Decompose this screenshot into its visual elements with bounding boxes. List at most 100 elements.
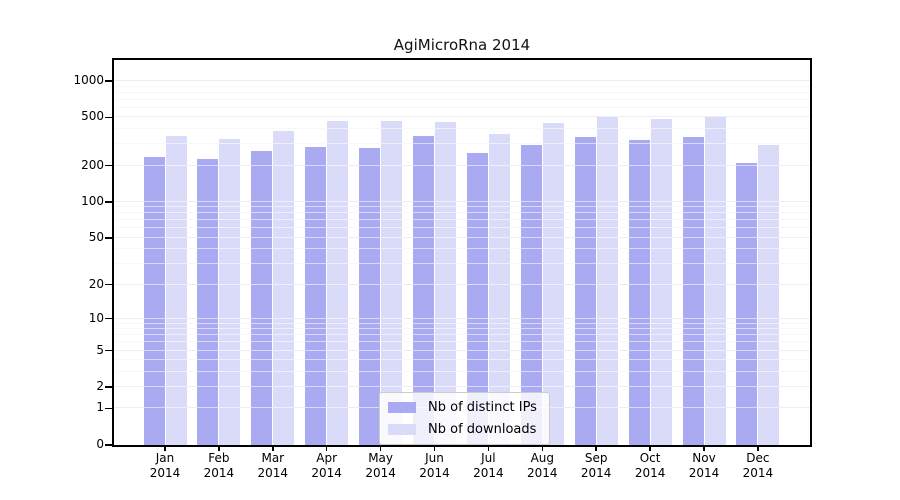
gridline-overlay — [114, 386, 810, 388]
x-tick-label: Jan 2014 — [149, 451, 181, 480]
x-tick-label: Apr 2014 — [311, 451, 342, 480]
y-tick-mark — [105, 317, 112, 320]
bar-downloads-jul — [488, 134, 510, 445]
y-tick-mark — [105, 116, 112, 119]
y-tick-mark — [105, 444, 112, 446]
y-tick-label: 500 — [81, 109, 104, 124]
gridline-overlay — [114, 227, 810, 229]
bar-distinct-ips-jan — [143, 157, 165, 445]
bar-downloads-apr — [327, 121, 349, 445]
x-tick-label: Aug 2014 — [527, 451, 558, 480]
y-tick-label: 50 — [88, 229, 104, 244]
bar-downloads-mar — [273, 131, 295, 445]
y-tick-label: 10 — [88, 310, 104, 325]
y-tick-mark — [105, 164, 112, 167]
x-tick-mark — [325, 445, 328, 451]
x-tick-mark — [595, 445, 597, 451]
bar-distinct-ips-jul — [466, 153, 488, 445]
bar-downloads-sep — [596, 115, 618, 445]
gridline-overlay — [114, 143, 810, 145]
gridline-overlay — [114, 128, 810, 130]
gridline-overlay — [114, 236, 810, 238]
bar-distinct-ips-oct — [628, 140, 650, 445]
gridline-overlay — [114, 98, 810, 100]
gridline-overlay — [114, 219, 810, 221]
x-tick-mark — [218, 445, 220, 451]
bar-distinct-ips-apr — [305, 146, 327, 445]
x-tick-mark — [272, 445, 274, 451]
gridline-overlay — [114, 370, 810, 372]
x-tick-mark — [703, 445, 705, 451]
gridline-overlay — [114, 106, 810, 108]
gridlines-over — [114, 60, 810, 445]
y-axis-labels: 1000 500 200 100 50 20 10 5 2 1 0 — [0, 0, 104, 500]
x-tick-mark — [164, 445, 166, 451]
y-tick-mark — [105, 237, 112, 239]
bar-downloads-oct — [650, 119, 672, 445]
y-tick-label: 5 — [96, 342, 104, 357]
y-tick-mark — [105, 349, 112, 352]
legend: Nb of distinct IPs Nb of downloads — [379, 392, 550, 445]
y-tick-label: 1000 — [73, 72, 104, 87]
gridline-overlay — [114, 359, 810, 361]
x-tick-mark — [649, 445, 651, 451]
x-tick-label: Sep 2014 — [580, 451, 612, 480]
gridline-overlay — [114, 341, 810, 343]
gridline-overlay — [114, 334, 810, 336]
x-tick-label: Dec 2014 — [742, 451, 774, 480]
x-tick-mark — [541, 445, 544, 451]
gridline-overlay — [114, 263, 810, 265]
y-tick-mark — [105, 201, 112, 203]
gridline-overlay — [114, 85, 810, 87]
x-tick-mark — [757, 445, 759, 451]
chart-title: AgiMicroRna 2014 — [393, 36, 531, 54]
x-tick-label: Oct 2014 — [634, 451, 666, 480]
y-tick-label: 1 — [96, 400, 104, 415]
x-tick-label: May 2014 — [365, 451, 396, 480]
y-tick-mark — [105, 407, 112, 410]
y-tick-label: 20 — [88, 276, 104, 291]
x-tick-label: Jul 2014 — [473, 451, 504, 480]
bar-distinct-ips-may — [359, 147, 381, 445]
y-tick-mark — [105, 80, 112, 82]
y-tick-mark — [105, 283, 112, 286]
legend-swatch-distinct-ips — [388, 402, 416, 413]
legend-label-downloads: Nb of downloads — [428, 422, 537, 437]
gridline-overlay — [114, 206, 810, 208]
gridline-overlay — [114, 91, 810, 93]
y-tick-label: 100 — [81, 193, 104, 208]
gridline-overlay — [114, 80, 810, 81]
plot-area — [112, 58, 812, 447]
legend-label-distinct-ips: Nb of distinct IPs — [428, 400, 537, 415]
gridline-overlay — [114, 164, 810, 166]
x-tick-mark — [433, 445, 436, 451]
gridline-overlay — [114, 116, 810, 118]
bar-downloads-feb — [219, 139, 241, 445]
y-tick-label: 2 — [96, 379, 104, 394]
gridline-overlay — [114, 317, 810, 319]
bar-distinct-ips-sep — [574, 137, 596, 445]
y-tick-mark — [105, 386, 112, 388]
legend-item-distinct-ips: Nb of distinct IPs — [388, 400, 537, 415]
gridline-overlay — [114, 322, 810, 324]
gridline-overlay — [114, 248, 810, 250]
x-tick-label: Jun 2014 — [419, 451, 450, 480]
gridline-overlay — [114, 328, 810, 330]
legend-swatch-downloads — [388, 424, 416, 435]
legend-item-downloads: Nb of downloads — [388, 422, 537, 437]
x-tick-mark — [487, 445, 490, 451]
bar-downloads-nov — [704, 117, 726, 445]
y-tick-label: 0 — [96, 437, 104, 451]
x-tick-label: Mar 2014 — [257, 451, 289, 480]
gridline-overlay — [114, 283, 810, 285]
x-tick-label: Feb 2014 — [203, 451, 235, 480]
y-tick-label: 200 — [81, 157, 104, 172]
x-tick-label: Nov 2014 — [688, 451, 720, 480]
bar-downloads-jun — [435, 121, 456, 445]
x-tick-mark — [379, 445, 382, 451]
gridline-overlay — [114, 212, 810, 214]
bar-distinct-ips-dec — [736, 163, 758, 445]
bar-distinct-ips-nov — [682, 136, 704, 445]
gridline-overlay — [114, 349, 810, 351]
